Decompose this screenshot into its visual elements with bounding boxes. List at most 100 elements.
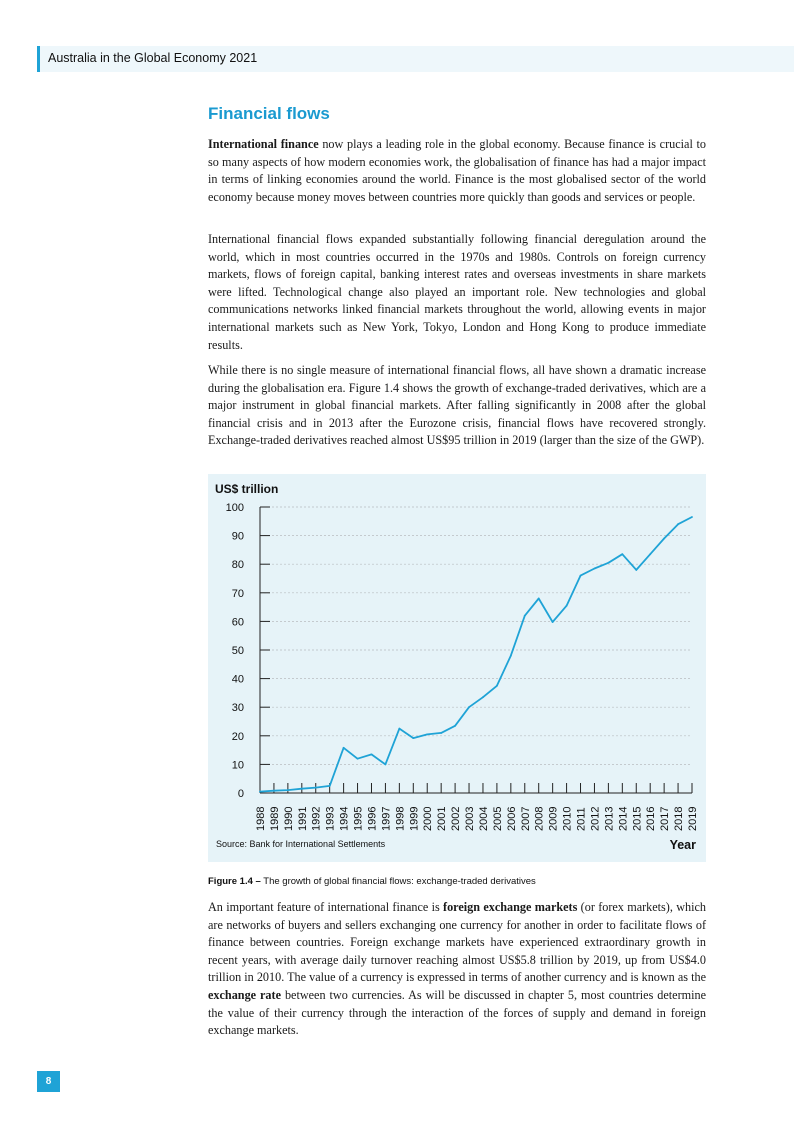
y-tick-label: 50 <box>232 645 244 657</box>
x-tick-label: 1996 <box>366 807 378 831</box>
x-tick-label: 1999 <box>408 807 420 831</box>
data-point <box>565 604 568 607</box>
data-point <box>537 597 540 600</box>
paragraph-text: now plays a leading role in the global e… <box>208 137 706 204</box>
x-tick-label: 2015 <box>631 807 643 831</box>
x-tick-label: 1994 <box>339 807 351 831</box>
x-tick-label: 1995 <box>353 807 365 831</box>
y-tick-label: 20 <box>232 731 244 743</box>
data-point <box>509 654 512 657</box>
x-tick-label: 2009 <box>548 807 560 831</box>
x-tick-label: 2014 <box>617 807 629 831</box>
running-header-title: Australia in the Global Economy 2021 <box>48 51 258 65</box>
x-tick-label: 2007 <box>520 807 532 831</box>
paragraph-text: An important feature of international fi… <box>208 900 444 914</box>
y-tick-label: 0 <box>238 788 244 800</box>
data-point <box>635 569 638 571</box>
x-tick-label: 2003 <box>464 807 476 831</box>
paragraph-text: between two currencies. As will be discu… <box>208 987 706 1038</box>
data-point <box>384 763 387 766</box>
x-axis-ticks: 1988 1989 1990 1991 1992 1993 1994 1995 1996 1997… <box>255 783 699 831</box>
y-tick-label: 30 <box>232 702 244 714</box>
data-point <box>300 787 303 790</box>
y-tick-label: 60 <box>232 616 244 628</box>
chart-container: US$ trillion 0 10 20 30 40 50 60 70 80 90 100 1988… <box>208 474 706 862</box>
data-point <box>677 523 679 526</box>
data-point <box>649 553 652 556</box>
data-point <box>286 789 289 792</box>
x-tick-label: 1993 <box>325 807 337 831</box>
y-tick-label: 10 <box>232 759 244 771</box>
data-point <box>523 614 526 617</box>
x-tick-label: 2016 <box>645 807 657 831</box>
y-tick-label: 70 <box>232 588 244 600</box>
data-point <box>468 706 470 709</box>
figure-caption-text: The growth of global financial flows: ex… <box>260 876 536 887</box>
data-point <box>482 696 484 699</box>
chart-grid <box>260 506 692 765</box>
x-tick-label: 1997 <box>380 807 392 831</box>
derivatives-line-chart: US$ trillion 0 10 20 30 40 50 60 70 80 90 100 1988… <box>215 482 699 852</box>
series-line <box>259 516 693 793</box>
paragraph-international-finance: International finance now plays a leadin… <box>208 136 706 206</box>
x-tick-label: 2011 <box>576 807 588 831</box>
running-header: Australia in the Global Economy 2021 <box>37 46 794 72</box>
x-axis-label: Year <box>670 838 697 852</box>
data-point <box>259 790 261 793</box>
data-point <box>691 516 693 518</box>
data-point <box>398 727 401 730</box>
y-axis-label: US$ trillion <box>215 482 278 496</box>
y-axis-ticks: 0 10 20 30 40 50 60 70 80 90 100 <box>226 502 270 800</box>
x-tick-label: 1992 <box>311 807 323 831</box>
paragraph-text: (or forex markets), which are networks o… <box>208 900 706 985</box>
x-tick-label: 2008 <box>534 807 546 831</box>
chart-source: Source: Bank for International Settlemen… <box>216 839 386 849</box>
x-tick-label: 1988 <box>255 807 267 831</box>
data-point <box>440 732 443 734</box>
data-point <box>328 784 331 787</box>
data-point <box>579 574 582 577</box>
x-tick-label: 1990 <box>283 807 295 831</box>
y-tick-label: 100 <box>226 502 244 514</box>
x-tick-label: 2000 <box>422 807 434 831</box>
y-tick-label: 80 <box>232 559 244 571</box>
x-tick-label: 1991 <box>297 807 309 831</box>
figure-caption: Figure 1.4 – The growth of global financ… <box>208 876 536 887</box>
x-tick-label: 2010 <box>562 807 574 831</box>
data-point <box>496 684 498 687</box>
x-tick-label: 2002 <box>450 807 462 831</box>
term-exchange-rate: exchange rate <box>208 987 281 1002</box>
x-tick-label: 2017 <box>659 807 671 831</box>
data-point <box>370 753 373 756</box>
paragraph-foreign-exchange: An important feature of international fi… <box>208 899 706 1040</box>
x-tick-label: 2005 <box>492 807 504 831</box>
paragraph-financial-flows: International financial flows expanded s… <box>208 232 706 352</box>
x-tick-label: 2004 <box>478 807 490 831</box>
x-tick-label: 1989 <box>269 807 281 831</box>
data-point <box>621 553 624 556</box>
data-point <box>273 789 275 792</box>
data-point <box>356 757 359 760</box>
x-tick-label: 2012 <box>589 807 601 831</box>
x-tick-label: 2019 <box>687 807 699 831</box>
paragraph-derivatives: While there is no single measure of inte… <box>208 363 706 448</box>
data-point <box>342 746 345 749</box>
x-tick-label: 2006 <box>506 807 518 831</box>
data-point <box>314 786 317 789</box>
data-point <box>551 621 554 623</box>
term-international-finance: International finance <box>208 137 319 151</box>
y-tick-label: 90 <box>232 531 244 543</box>
data-point <box>412 737 415 739</box>
y-tick-label: 40 <box>232 674 244 686</box>
x-tick-label: 1998 <box>394 807 406 831</box>
data-point <box>663 537 666 540</box>
x-tick-label: 2013 <box>603 807 615 831</box>
data-point <box>426 733 429 736</box>
page-number: 8 <box>37 1071 60 1092</box>
x-tick-label: 2001 <box>436 807 448 831</box>
data-point <box>454 724 456 727</box>
chart-series <box>259 516 693 793</box>
term-foreign-exchange-markets: foreign exchange markets <box>443 900 578 914</box>
section-title: Financial flows <box>208 104 330 123</box>
x-tick-label: 2018 <box>673 807 685 831</box>
